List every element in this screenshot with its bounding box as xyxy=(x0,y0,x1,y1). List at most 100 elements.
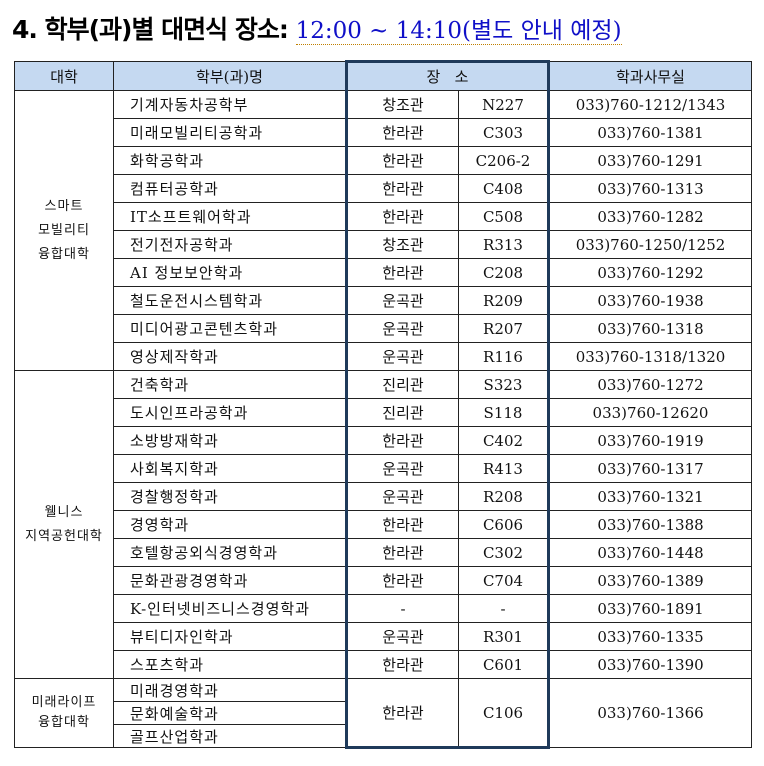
building: 한라관 xyxy=(345,426,459,455)
table-row: 문화예술학과 xyxy=(15,701,752,725)
section-title: 4. 학부(과)별 대면식 장소: 12:00 ~ 14:10(별도 안내 예정… xyxy=(12,10,622,46)
office-phone: 033)760-1318 xyxy=(548,314,752,343)
dept-name: 뷰티디자인학과 xyxy=(113,622,347,651)
building: 한라관 xyxy=(345,174,459,203)
building: 한라관 xyxy=(345,146,459,175)
table-row: 스마트 모빌리티 융합대학 기계자동차공학부 창조관 N227 033)760-1212/1… xyxy=(14,90,752,371)
office-phone: 033)760-1389 xyxy=(548,566,752,595)
table-row: 전기전자공학과 창조관 R313 033)760-1250/1252 xyxy=(15,230,752,259)
table-row: 골프산업학과 xyxy=(15,724,752,748)
college-cell: 웰니스 지역공헌대학 xyxy=(14,370,114,679)
building: 운곡관 xyxy=(345,622,459,651)
room: R116 xyxy=(458,342,550,371)
room: N227 xyxy=(458,90,550,119)
table-row: 웰니스 지역공헌대학 건축학과 진리관 S323 033)760-1272 xyxy=(14,370,752,679)
office-phone: 033)760-1366 xyxy=(548,678,752,748)
office-phone: 033)760-1272 xyxy=(548,370,752,399)
dept-name: 철도운전시스템학과 xyxy=(113,286,347,315)
office-phone: 033)760-1891 xyxy=(548,594,752,623)
room: R301 xyxy=(458,622,550,651)
dept-name: 스포츠학과 xyxy=(113,650,347,679)
college-name-line: 지역공헌대학 xyxy=(25,528,103,544)
office-phone: 033)760-12620 xyxy=(548,398,752,427)
dept-name: 건축학과 xyxy=(113,370,347,399)
header-office: 학과사무실 xyxy=(548,61,752,91)
dept-name: 컴퓨터공학과 xyxy=(113,174,347,203)
building: 운곡관 xyxy=(345,342,459,371)
table-row: 소방방재학과 한라관 C402 033)760-1919 xyxy=(15,426,752,455)
office-phone: 033)760-1313 xyxy=(548,174,752,203)
room: C508 xyxy=(458,202,550,231)
room: C606 xyxy=(458,510,550,539)
room: C408 xyxy=(458,174,550,203)
office-phone: 033)760-1388 xyxy=(548,510,752,539)
building: 한라관 xyxy=(345,118,459,147)
college-cell: 미래라이프 융합대학 xyxy=(14,678,114,748)
dept-name: 화학공학과 xyxy=(113,146,347,175)
building: 운곡관 xyxy=(345,314,459,343)
building: 한라관 xyxy=(345,566,459,595)
building: 한라관 xyxy=(345,650,459,679)
room: R209 xyxy=(458,286,550,315)
office-phone: 033)760-1292 xyxy=(548,258,752,287)
table-row: 스포츠학과 한라관 C601 033)760-1390 xyxy=(15,650,752,679)
room: C601 xyxy=(458,650,550,679)
building: 운곡관 xyxy=(345,286,459,315)
office-phone: 033)760-1212/1343 xyxy=(548,90,752,119)
table-row: 문화관광경영학과 한라관 C704 033)760-1389 xyxy=(15,566,752,595)
office-phone: 033)760-1938 xyxy=(548,286,752,315)
room: - xyxy=(458,594,550,623)
office-phone: 033)760-1381 xyxy=(548,118,752,147)
dept-name: 경찰행정학과 xyxy=(113,482,347,511)
office-phone: 033)760-1335 xyxy=(548,622,752,651)
room: R207 xyxy=(458,314,550,343)
table-row: 뷰티디자인학과 운곡관 R301 033)760-1335 xyxy=(15,622,752,651)
table-row: IT소프트웨어학과 한라관 C508 033)760-1282 xyxy=(15,202,752,231)
office-phone: 033)760-1317 xyxy=(548,454,752,483)
building: 한라관 xyxy=(345,538,459,567)
table-row: 도시인프라공학과 진리관 S118 033)760-12620 xyxy=(15,398,752,427)
college-cell: 스마트 모빌리티 융합대학 xyxy=(14,90,114,371)
table-row: 미래모빌리티공학과 한라관 C303 033)760-1381 xyxy=(15,118,752,147)
college-name-line: 융합대학 xyxy=(38,246,90,262)
table-row: 경영학과 한라관 C606 033)760-1388 xyxy=(15,510,752,539)
office-phone: 033)760-1448 xyxy=(548,538,752,567)
table-row: 화학공학과 한라관 C206-2 033)760-1291 xyxy=(15,146,752,175)
title-main: 4. 학부(과)별 대면식 장소: xyxy=(12,15,289,44)
dept-name: 호텔항공외식경영학과 xyxy=(113,538,347,567)
room: R208 xyxy=(458,482,550,511)
building: 한라관 xyxy=(345,258,459,287)
building: 창조관 xyxy=(345,90,459,119)
office-phone: 033)760-1250/1252 xyxy=(548,230,752,259)
table-row: 컴퓨터공학과 한라관 C408 033)760-1313 xyxy=(15,174,752,203)
office-phone: 033)760-1318/1320 xyxy=(548,342,752,371)
dept-name: 문화예술학과 xyxy=(113,701,347,725)
dept-name: 문화관광경영학과 xyxy=(113,566,347,595)
office-phone: 033)760-1282 xyxy=(548,202,752,231)
building: 진리관 xyxy=(345,370,459,399)
title-time: 12:00 ~ 14:10(별도 안내 예정) xyxy=(295,18,622,45)
room: C206-2 xyxy=(458,146,550,175)
room: C303 xyxy=(458,118,550,147)
table-row: AI 정보보안학과 한라관 C208 033)760-1292 xyxy=(15,258,752,287)
building: 한라관 xyxy=(345,678,459,749)
dept-name: 기계자동차공학부 xyxy=(113,90,347,119)
dept-name: 미디어광고콘텐츠학과 xyxy=(113,314,347,343)
college-name-line: 스마트 xyxy=(44,198,84,214)
building: 한라관 xyxy=(345,510,459,539)
table-row: 사회복지학과 운곡관 R413 033)760-1317 xyxy=(15,454,752,483)
dept-name: 전기전자공학과 xyxy=(113,230,347,259)
header-dept: 학부(과)명 xyxy=(113,61,347,91)
room: R413 xyxy=(458,454,550,483)
header-college: 대학 xyxy=(14,61,114,91)
table-row: 경찰행정학과 운곡관 R208 033)760-1321 xyxy=(15,482,752,511)
table-row: 호텔항공외식경영학과 한라관 C302 033)760-1448 xyxy=(15,538,752,567)
room: C106 xyxy=(458,678,550,749)
dept-name: IT소프트웨어학과 xyxy=(113,202,347,231)
table-row: 영상제작학과 운곡관 R116 033)760-1318/1320 xyxy=(15,342,752,371)
dept-name: 도시인프라공학과 xyxy=(113,398,347,427)
college-name-line: 융합대학 xyxy=(38,715,90,730)
dept-name: 미래경영학과 xyxy=(113,678,347,702)
dept-name: AI 정보보안학과 xyxy=(113,258,347,287)
office-phone: 033)760-1321 xyxy=(548,482,752,511)
